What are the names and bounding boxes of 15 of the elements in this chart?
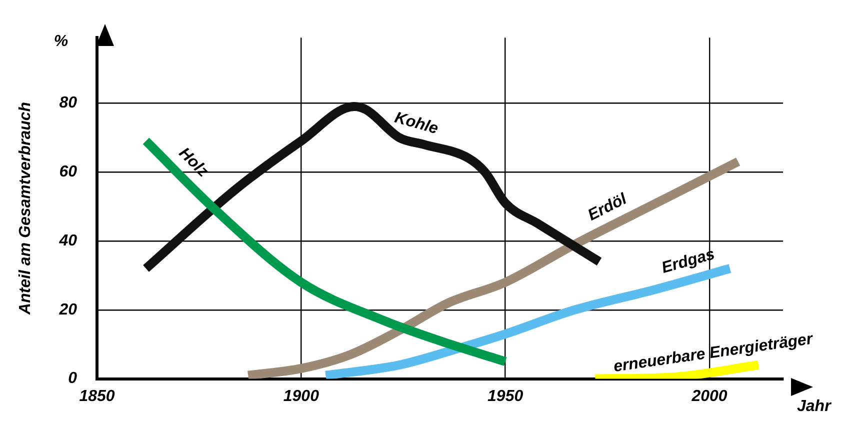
text: erneuerbare Energieträger	[612, 330, 814, 376]
x-tick-label: 1900	[283, 388, 320, 405]
y-tick-label: 40	[58, 232, 78, 250]
x-tick-label: 2000	[690, 388, 728, 405]
y-tick-label: 0	[68, 370, 78, 388]
y-axis-title: Anteil am Gesamtverbrauch	[17, 102, 34, 316]
text: %	[54, 33, 68, 50]
x-axis-title: Jahr	[797, 398, 832, 416]
x-tick-label: 1950	[488, 388, 524, 405]
text: Kohle	[392, 109, 440, 138]
y-tick-label: 60	[59, 163, 78, 180]
y-tick-label: 20	[58, 301, 78, 318]
y-tick-label: 80	[59, 94, 78, 112]
x-tick-label: 1850	[79, 388, 115, 405]
text: Erdgas	[660, 246, 717, 277]
